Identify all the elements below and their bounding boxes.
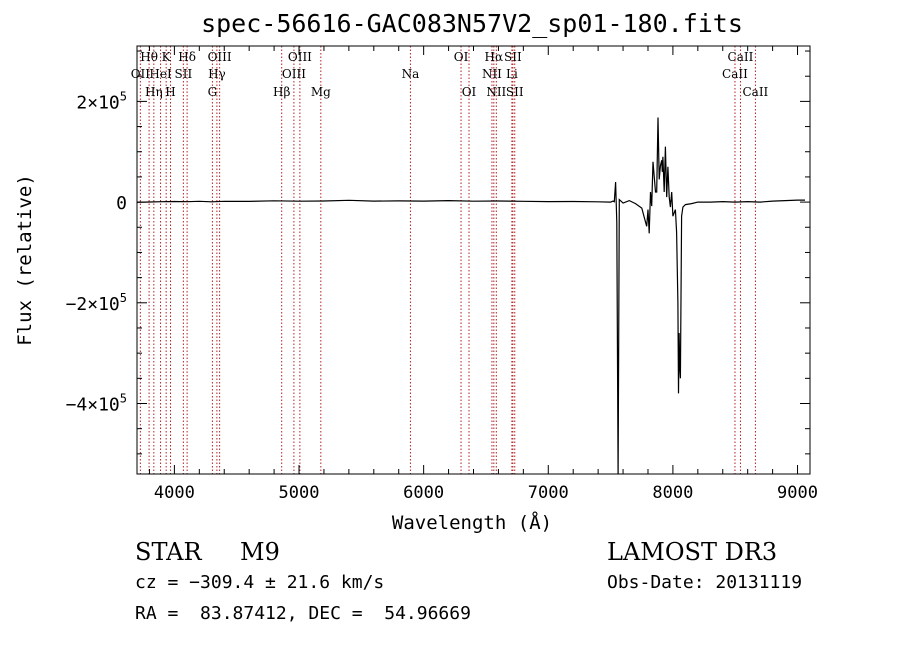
object-class: STAR xyxy=(135,538,202,566)
y-tick-mantissa: −4×10 xyxy=(66,395,120,416)
line-label: SII xyxy=(175,67,193,81)
redshift-velocity: cz = −309.4 ± 21.6 km/s xyxy=(135,572,385,593)
x-tick-label: 8000 xyxy=(652,483,693,503)
line-label: NII xyxy=(486,85,506,99)
y-tick-mantissa: 2×10 xyxy=(76,92,119,113)
line-label: Na xyxy=(402,67,420,81)
y-tick-label: −2×105 xyxy=(66,291,127,315)
x-axis-label: Wavelength (Å) xyxy=(392,511,552,534)
line-label: NII xyxy=(482,67,502,81)
line-label: CaII xyxy=(722,67,748,81)
line-label: OII xyxy=(131,67,151,81)
line-label: SII xyxy=(506,85,524,99)
line-label: G xyxy=(208,85,218,99)
y-tick-label: 0 xyxy=(116,193,127,214)
line-label: OI xyxy=(454,50,469,64)
y-tick-exponent: 5 xyxy=(120,291,127,305)
coordinates: RA = 83.87412, DEC = 54.96669 xyxy=(135,603,471,624)
line-labels: OIIHθHηHeIKHSIIHδGHγOIIIHβOIIIOIIIMgNaOI… xyxy=(131,50,769,99)
observation-date: Obs-Date: 20131119 xyxy=(607,572,803,593)
line-label: Hδ xyxy=(178,50,196,64)
y-tick-exponent: 5 xyxy=(120,89,127,103)
line-label: CaII xyxy=(742,85,768,99)
line-label: Hβ xyxy=(273,85,290,99)
y-tick-label: 2×105 xyxy=(76,89,127,113)
line-label: Li xyxy=(506,67,518,81)
line-label: Hθ xyxy=(140,50,158,64)
x-axis: 4000 5000 6000 7000 8000 9000 xyxy=(148,46,818,503)
x-tick-label: 5000 xyxy=(279,483,320,503)
plot-frame xyxy=(136,45,811,475)
line-label: OI xyxy=(462,85,477,99)
line-label: Mg xyxy=(311,85,331,99)
line-label: OIII xyxy=(208,50,232,64)
survey-name: LAMOST DR3 xyxy=(607,538,778,566)
y-tick-exponent: 5 xyxy=(120,392,127,406)
line-label: SII xyxy=(504,50,522,64)
line-label: K xyxy=(162,50,172,64)
line-label: H xyxy=(165,85,175,99)
line-label: Hη xyxy=(145,85,163,99)
y-tick-mantissa: 0 xyxy=(116,193,127,214)
x-tick-label: 9000 xyxy=(777,483,818,503)
line-label: HeI xyxy=(149,67,172,81)
line-markers xyxy=(139,46,756,474)
x-tick-label: 7000 xyxy=(528,483,569,503)
y-tick-mantissa: −2×10 xyxy=(66,294,120,315)
spectrum-line xyxy=(137,117,805,474)
y-tick-label: −4×105 xyxy=(66,392,127,416)
line-label: OIII xyxy=(288,50,312,64)
object-subclass: M9 xyxy=(240,538,280,566)
line-label: OIII xyxy=(282,67,306,81)
y-axis-label: Flux (relative) xyxy=(14,174,36,346)
line-label: Hα xyxy=(485,50,504,64)
x-tick-label: 6000 xyxy=(403,483,444,503)
line-label: Hγ xyxy=(208,67,226,81)
chart-title: spec-56616-GAC083N57V2_sp01-180.fits xyxy=(201,9,743,38)
x-tick-label: 4000 xyxy=(154,483,195,503)
line-label: CaII xyxy=(728,50,754,64)
